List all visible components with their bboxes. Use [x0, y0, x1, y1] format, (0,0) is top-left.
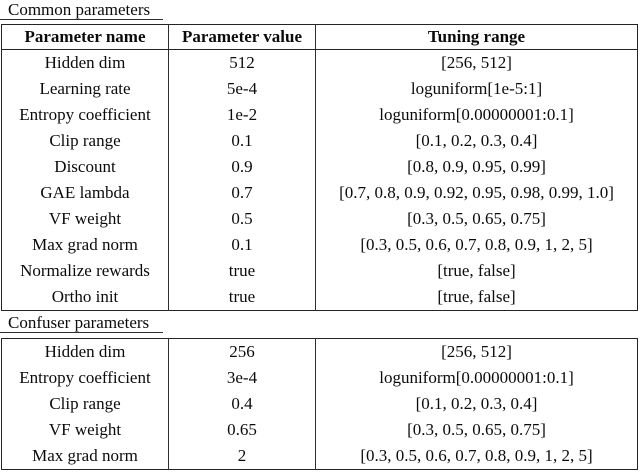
- table-row: Hidden dim 512 [256, 512]: [2, 49, 638, 76]
- param-name-cell: Clip range: [49, 131, 121, 150]
- section-title-common-parameters: Common parameters: [0, 1, 163, 20]
- param-name-cell: Max grad norm: [32, 446, 138, 465]
- param-name-cell: Entropy coefficient: [19, 368, 151, 387]
- param-name-cell: VF weight: [48, 209, 122, 228]
- tuning-range-cell: loguniform[0.00000001:0.1]: [315, 102, 638, 128]
- param-name-cell: Hidden dim: [44, 53, 126, 72]
- tuning-range-cell: [256, 512]: [315, 338, 638, 365]
- param-value-cell: 0.9: [168, 154, 316, 180]
- table-row: Max grad norm 2 [0.3, 0.5, 0.6, 0.7, 0.8…: [2, 443, 638, 470]
- tuning-range-cell: [0.3, 0.5, 0.6, 0.7, 0.8, 0.9, 1, 2, 5]: [315, 443, 638, 470]
- tuning-range-cell: [0.8, 0.9, 0.95, 0.99]: [315, 154, 638, 180]
- table-row: Learning rate 5e-4 loguniform[1e-5:1]: [2, 76, 638, 102]
- param-name-cell: Normalize rewards: [20, 261, 150, 280]
- param-value-cell: 0.65: [168, 417, 316, 443]
- tuning-range-cell: [256, 512]: [315, 49, 638, 76]
- table-row: VF weight 0.5 [0.3, 0.5, 0.65, 0.75]: [2, 206, 638, 232]
- tuning-range-cell: [0.3, 0.5, 0.65, 0.75]: [315, 417, 638, 443]
- param-name-cell: Learning rate: [39, 79, 131, 98]
- param-value-cell: 5e-4: [168, 76, 316, 102]
- col-header-parameter-value: Parameter value: [168, 24, 316, 50]
- param-name-cell: Clip range: [49, 394, 121, 413]
- param-name-cell: Max grad norm: [32, 235, 138, 254]
- param-value-cell: 0.1: [168, 128, 316, 154]
- table-row: Max grad norm 0.1 [0.3, 0.5, 0.6, 0.7, 0…: [2, 232, 638, 258]
- common-parameters-table: Parameter name Parameter value Tuning ra…: [1, 24, 638, 311]
- param-value-cell: 3e-4: [168, 365, 316, 391]
- table-row: Hidden dim 256 [256, 512]: [2, 338, 638, 365]
- tuning-range-cell: [0.1, 0.2, 0.3, 0.4]: [315, 391, 638, 417]
- param-name-cell: Ortho init: [51, 287, 119, 306]
- col-header-tuning-range: Tuning range: [315, 24, 638, 50]
- table-row: Entropy coefficient 1e-2 loguniform[0.00…: [2, 102, 638, 128]
- param-value-cell: 0.5: [168, 206, 316, 232]
- tuning-range-cell: [0.1, 0.2, 0.3, 0.4]: [315, 128, 638, 154]
- tuning-range-cell: [0.3, 0.5, 0.65, 0.75]: [315, 206, 638, 232]
- confuser-parameters-table: Hidden dim 256 [256, 512] Entropy coeffi…: [1, 338, 638, 470]
- param-value-cell: 512: [168, 49, 316, 76]
- header-row: Parameter name Parameter value Tuning ra…: [1, 24, 638, 50]
- param-value-cell: 0.4: [168, 391, 316, 417]
- table-row: Discount 0.9 [0.8, 0.9, 0.95, 0.99]: [2, 154, 638, 180]
- table-row: VF weight 0.65 [0.3, 0.5, 0.65, 0.75]: [2, 417, 638, 443]
- param-value-cell: 256: [168, 338, 316, 365]
- param-name-cell: Entropy coefficient: [19, 105, 151, 124]
- tuning-range-cell: [0.7, 0.8, 0.9, 0.92, 0.95, 0.98, 0.99, …: [315, 180, 638, 206]
- table-row: Clip range 0.4 [0.1, 0.2, 0.3, 0.4]: [2, 391, 638, 417]
- tuning-range-cell: loguniform[1e-5:1]: [315, 76, 638, 102]
- param-name-cell: GAE lambda: [40, 183, 130, 202]
- param-value-cell: 2: [168, 443, 316, 470]
- param-value-cell: true: [168, 258, 316, 284]
- tuning-range-cell: [true, false]: [315, 258, 638, 284]
- tuning-range-cell: [0.3, 0.5, 0.6, 0.7, 0.8, 0.9, 1, 2, 5]: [315, 232, 638, 258]
- table-row: Ortho init true [true, false]: [2, 284, 638, 311]
- table-row: Entropy coefficient 3e-4 loguniform[0.00…: [2, 365, 638, 391]
- tuning-range-cell: [true, false]: [315, 284, 638, 311]
- section-title-confuser-parameters: Confuser parameters: [0, 314, 163, 333]
- param-value-cell: true: [168, 284, 316, 311]
- param-name-cell: VF weight: [48, 420, 122, 439]
- param-value-cell: 0.1: [168, 232, 316, 258]
- table-row: GAE lambda 0.7 [0.7, 0.8, 0.9, 0.92, 0.9…: [2, 180, 638, 206]
- param-name-cell: Discount: [54, 157, 116, 176]
- table-row: Clip range 0.1 [0.1, 0.2, 0.3, 0.4]: [2, 128, 638, 154]
- col-header-parameter-name: Parameter name: [1, 24, 169, 50]
- param-value-cell: 1e-2: [168, 102, 316, 128]
- table-row: Normalize rewards true [true, false]: [2, 258, 638, 284]
- tuning-range-cell: loguniform[0.00000001:0.1]: [315, 365, 638, 391]
- param-name-cell: Hidden dim: [44, 342, 126, 361]
- param-value-cell: 0.7: [168, 180, 316, 206]
